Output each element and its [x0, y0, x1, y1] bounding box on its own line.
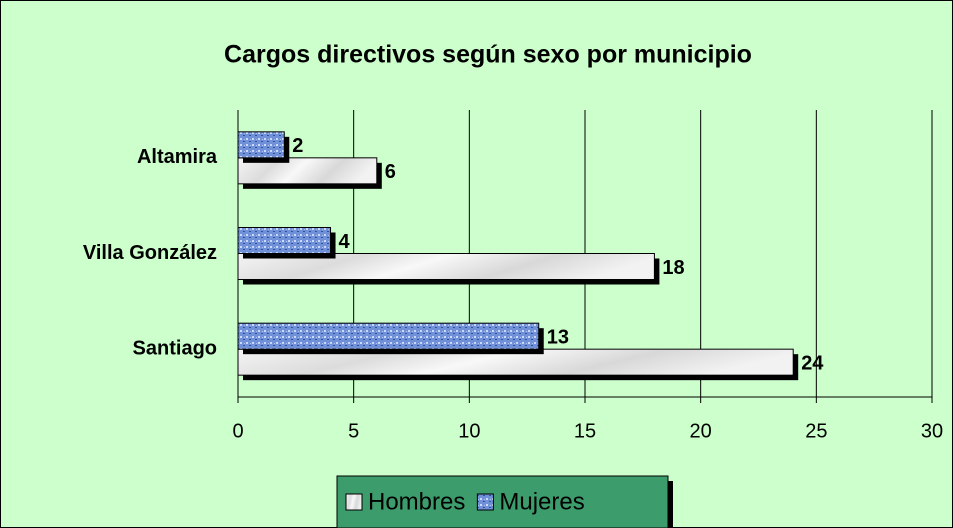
y-tick-label: Santiago	[133, 337, 217, 359]
x-tick-label: 15	[574, 420, 596, 442]
x-tick-label: 10	[458, 420, 480, 442]
data-label: 6	[385, 161, 396, 183]
y-tick-label: Villa González	[83, 242, 217, 264]
data-label: 2	[292, 135, 303, 157]
x-tick-label: 5	[348, 420, 359, 442]
x-tick-label: 30	[921, 420, 943, 442]
bar	[237, 131, 285, 159]
legend-swatch	[476, 493, 494, 511]
data-label: 4	[339, 231, 351, 253]
chart-title: Cargos directivos según sexo por municip…	[224, 41, 752, 69]
bar	[237, 322, 540, 350]
legend-swatch	[345, 493, 363, 511]
legend-label: Hombres	[368, 488, 465, 515]
bar	[237, 227, 332, 254]
data-label: 13	[547, 326, 569, 348]
x-tick-label: 0	[232, 420, 243, 442]
x-tick-label: 25	[805, 420, 827, 442]
x-tick-label: 20	[690, 420, 712, 442]
data-label: 18	[662, 257, 684, 279]
legend	[336, 475, 669, 528]
y-tick-label: Altamira	[137, 146, 218, 168]
legend-label: Mujeres	[499, 488, 584, 515]
data-label: 24	[801, 352, 824, 374]
